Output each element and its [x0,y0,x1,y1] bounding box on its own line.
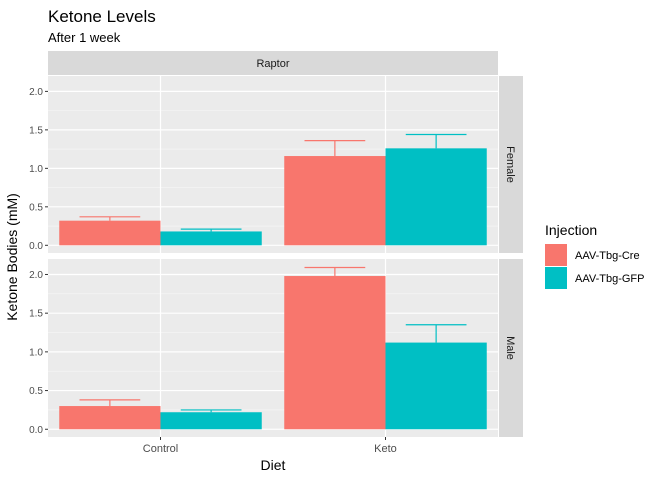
legend-label-gfp: AAV-Tbg-GFP [575,273,644,285]
panel-male-bar-aav-tbg-cre [59,406,161,430]
facet-strip-male-label: Male [504,336,516,360]
facet-strip-female [499,76,523,253]
legend-title: Injection [545,222,597,238]
legend-label-cre: AAV-Tbg-Cre [575,250,640,262]
facet-strip-female-label: Female [504,146,516,183]
panel-male-y-tick-label: 0.5 [29,386,43,397]
panel-male-y-tick-label: 2.0 [29,270,43,281]
panel-female-bar-aav-tbg-cre [284,156,386,246]
legend-key-cre [545,244,567,266]
chart-subtitle: After 1 week [48,30,121,45]
panel-male-y-tick-label: 1.0 [29,347,43,358]
x-tick-label: Keto [374,443,397,455]
panel-female-y-tick-label: 1.5 [29,125,43,136]
panel-female-y-tick-label: 0.0 [29,241,43,252]
facet-strip-male [499,259,523,437]
x-tick-label: Control [143,443,178,455]
panel-female-y-tick-label: 2.0 [29,87,43,98]
panel-male-bar-aav-tbg-cre [284,276,386,430]
facet-strip-top [48,51,498,75]
legend-key-gfp [545,267,567,289]
facet-strip-top-label: Raptor [256,58,289,70]
y-axis-label: Ketone Bodies (mM) [4,193,20,321]
panel-female-bar-aav-tbg-gfp [160,231,262,246]
chart-title: Ketone Levels [48,7,156,26]
legend: Injection AAV-Tbg-Cre AAV-Tbg-GFP [545,222,644,289]
x-axis-label: Diet [261,457,286,473]
panel-male-bar-aav-tbg-gfp [160,412,262,430]
panel-male-y-tick-label: 1.5 [29,309,43,320]
panel-male-y-tick-label: 0.0 [29,425,43,436]
panel-male-bar-aav-tbg-gfp [385,342,487,430]
panel-female-y-tick-label: 0.5 [29,202,43,213]
panel-female-bar-aav-tbg-gfp [385,148,487,246]
panel-female-y-tick-label: 1.0 [29,164,43,175]
panel-female-bar-aav-tbg-cre [59,220,161,246]
